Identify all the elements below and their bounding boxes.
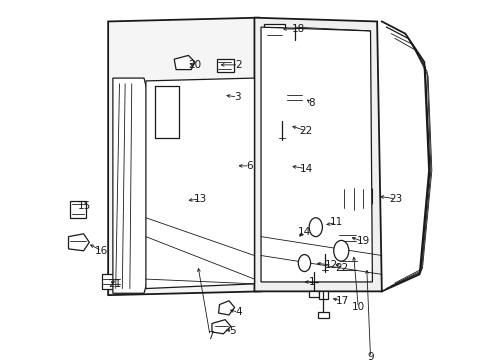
Circle shape <box>341 263 347 269</box>
Circle shape <box>267 28 272 34</box>
Polygon shape <box>335 185 372 208</box>
Bar <box>264 24 285 39</box>
Text: 6: 6 <box>246 161 253 171</box>
Bar <box>295 40 368 166</box>
Circle shape <box>276 162 284 170</box>
Bar <box>337 231 359 246</box>
Text: 20: 20 <box>189 60 201 70</box>
Polygon shape <box>113 78 150 293</box>
Polygon shape <box>272 159 291 172</box>
Bar <box>310 273 318 282</box>
Polygon shape <box>331 257 367 276</box>
Text: 21: 21 <box>108 279 122 289</box>
Polygon shape <box>254 18 382 291</box>
Circle shape <box>351 263 356 269</box>
Text: 19: 19 <box>356 237 369 246</box>
Text: 22: 22 <box>300 126 313 136</box>
Text: 9: 9 <box>367 352 374 360</box>
Ellipse shape <box>298 255 311 271</box>
Polygon shape <box>219 301 235 315</box>
Polygon shape <box>283 91 304 103</box>
Circle shape <box>278 121 286 129</box>
Polygon shape <box>212 87 225 101</box>
Bar <box>217 59 234 72</box>
Circle shape <box>276 28 282 34</box>
Circle shape <box>311 222 320 232</box>
Circle shape <box>173 195 179 201</box>
Text: 22: 22 <box>336 263 349 273</box>
Circle shape <box>321 254 329 261</box>
Bar <box>309 291 318 297</box>
Polygon shape <box>146 78 254 288</box>
Text: 10: 10 <box>352 302 365 312</box>
Ellipse shape <box>309 218 322 237</box>
Bar <box>101 274 122 288</box>
Text: 11: 11 <box>330 217 343 228</box>
Polygon shape <box>108 18 261 295</box>
Text: 8: 8 <box>308 98 315 108</box>
Polygon shape <box>69 234 89 251</box>
Polygon shape <box>212 320 231 334</box>
Ellipse shape <box>334 240 349 261</box>
Text: 12: 12 <box>325 260 339 270</box>
Circle shape <box>301 259 308 267</box>
Text: 15: 15 <box>78 202 91 211</box>
Text: 5: 5 <box>229 326 236 336</box>
Circle shape <box>344 192 353 202</box>
Text: 7: 7 <box>207 331 213 341</box>
Text: 14: 14 <box>298 227 311 237</box>
Text: 14: 14 <box>300 164 313 174</box>
Text: 23: 23 <box>390 194 403 204</box>
Text: 1: 1 <box>309 277 316 287</box>
Circle shape <box>173 209 179 215</box>
Circle shape <box>353 192 363 202</box>
Text: 3: 3 <box>234 92 241 102</box>
Polygon shape <box>174 55 195 69</box>
Text: 16: 16 <box>95 246 108 256</box>
Circle shape <box>187 195 192 201</box>
Bar <box>318 291 328 299</box>
Circle shape <box>337 246 346 256</box>
Bar <box>318 218 339 257</box>
Text: 18: 18 <box>292 24 305 34</box>
Bar <box>172 193 193 216</box>
Circle shape <box>187 209 192 215</box>
Polygon shape <box>162 256 182 271</box>
Text: 4: 4 <box>235 307 242 317</box>
Text: 13: 13 <box>194 194 207 204</box>
Bar <box>71 201 86 218</box>
Text: 17: 17 <box>336 296 349 306</box>
Polygon shape <box>261 27 372 282</box>
Polygon shape <box>297 231 323 246</box>
Circle shape <box>305 235 313 242</box>
Bar <box>318 312 329 318</box>
Text: 2: 2 <box>235 60 242 70</box>
